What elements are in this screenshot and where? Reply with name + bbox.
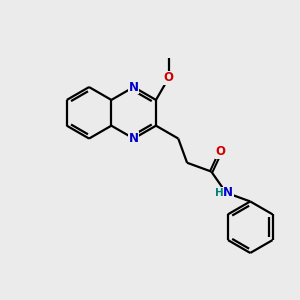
Text: N: N (223, 186, 233, 199)
Text: N: N (129, 81, 139, 94)
Text: N: N (129, 132, 139, 145)
Text: O: O (215, 145, 226, 158)
Text: H: H (214, 188, 223, 198)
Text: O: O (164, 71, 174, 84)
